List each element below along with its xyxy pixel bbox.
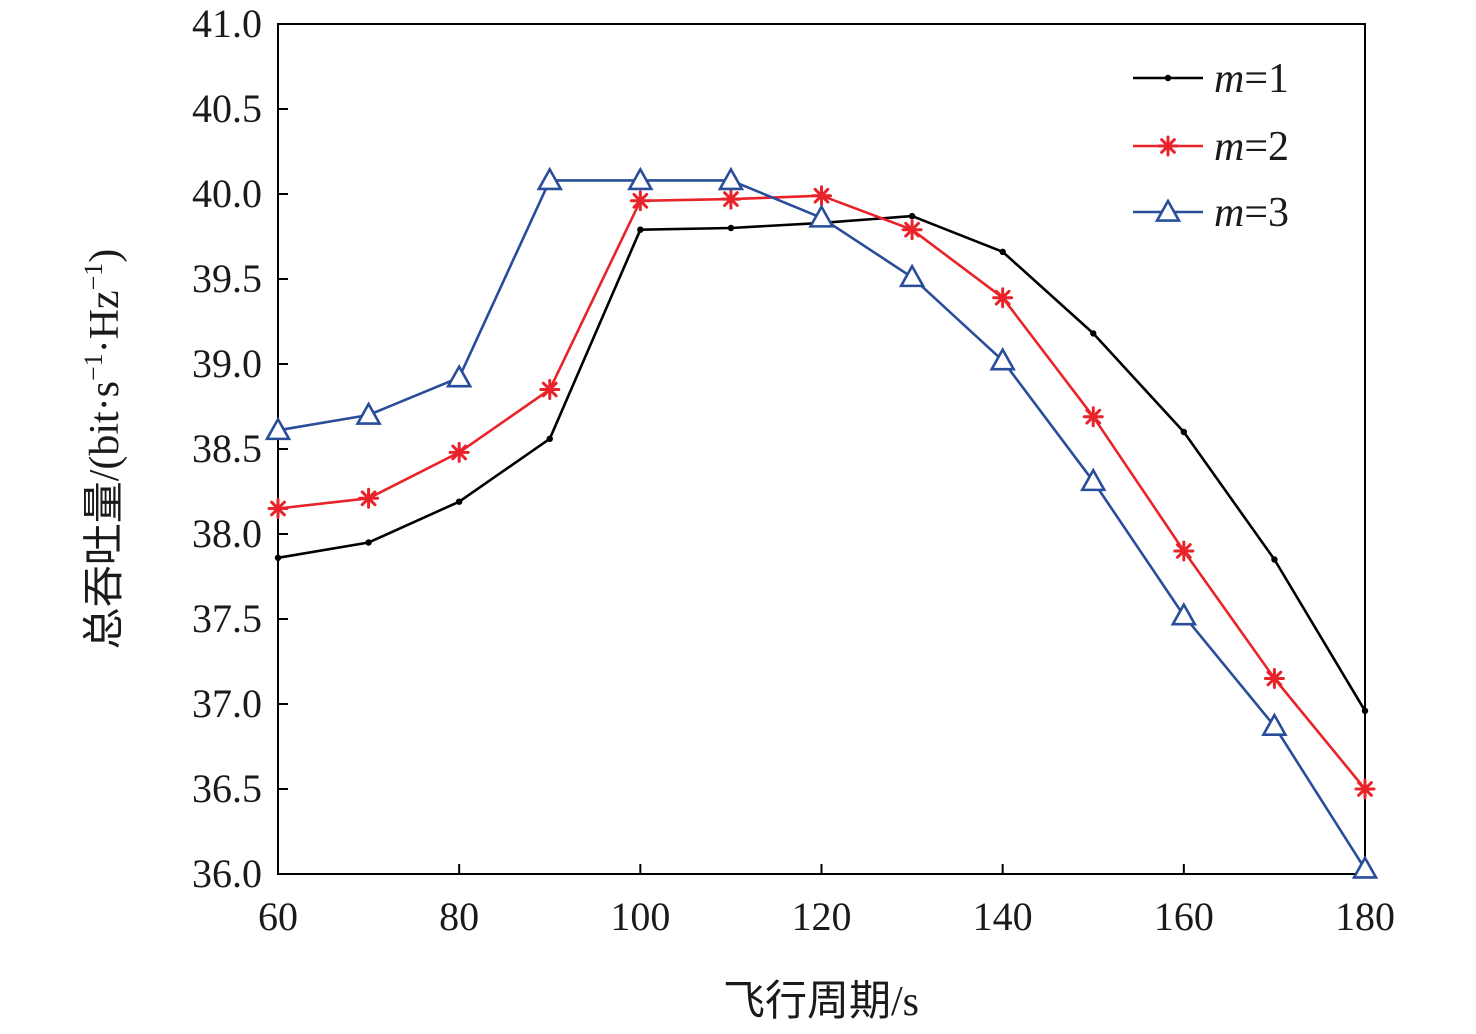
x-axis: 60 80 100 120 140 160 180 bbox=[258, 864, 1395, 939]
series-2-point bbox=[539, 379, 561, 400]
y-tick-label: 39.0 bbox=[192, 341, 262, 386]
series-3-point bbox=[1261, 712, 1288, 736]
legend-label: m=2 bbox=[1214, 124, 1289, 170]
series-3-point bbox=[1080, 467, 1107, 492]
legend-label: m=1 bbox=[1214, 56, 1289, 102]
series-1-point bbox=[274, 554, 282, 561]
series-1-point bbox=[908, 212, 916, 220]
legend-label-eq: =3 bbox=[1244, 190, 1289, 236]
y-tick-label: 38.5 bbox=[192, 426, 262, 471]
series-2-line bbox=[277, 194, 1367, 790]
series-2 bbox=[267, 185, 1376, 800]
y-tick-label: 39.5 bbox=[192, 256, 262, 301]
y-axis-title-end: ) bbox=[82, 249, 128, 263]
x-tick-label: 100 bbox=[610, 894, 670, 939]
series-2-point bbox=[358, 487, 380, 509]
series-2-point bbox=[448, 441, 470, 463]
x-tick-label: 140 bbox=[973, 894, 1033, 939]
y-tick-label: 37.0 bbox=[192, 681, 262, 726]
series-1-point bbox=[999, 248, 1006, 255]
series-3-point bbox=[808, 204, 835, 228]
legend-swatch-marker bbox=[1164, 74, 1172, 82]
series-2-point bbox=[811, 185, 832, 207]
legend-label-var: m bbox=[1214, 56, 1244, 102]
legend: m=1m=2m=3 bbox=[1133, 56, 1289, 236]
plot-area-frame bbox=[277, 23, 1366, 875]
series-layer bbox=[264, 166, 1379, 879]
series-2-point bbox=[1173, 540, 1195, 562]
y-axis-title-base: 总吞吐量/(bit·s bbox=[82, 381, 128, 649]
series-2-point bbox=[901, 219, 923, 241]
series-3-point bbox=[264, 416, 292, 441]
legend-label-eq: =2 bbox=[1244, 124, 1289, 170]
series-3-point bbox=[1170, 601, 1198, 626]
series-1-point bbox=[1180, 428, 1188, 436]
series-2-point bbox=[1263, 668, 1285, 689]
legend-entry-3: m=3 bbox=[1133, 190, 1289, 236]
series-3-line bbox=[277, 179, 1367, 870]
series-1-point bbox=[1271, 556, 1278, 563]
legend-swatch-marker bbox=[1157, 135, 1179, 157]
y-tick-label: 38.0 bbox=[192, 511, 262, 556]
legend-label-var: m bbox=[1214, 124, 1244, 170]
series-1-point bbox=[637, 226, 644, 233]
series-2-point bbox=[1354, 778, 1376, 800]
y-axis-title: 总吞吐量/(bit·s−1·Hz−1) bbox=[79, 249, 128, 650]
y-tick-label: 40.0 bbox=[192, 171, 262, 216]
y-axis-title-sup2: −1 bbox=[79, 263, 108, 291]
x-tick-label: 160 bbox=[1154, 894, 1214, 939]
series-1-point bbox=[546, 435, 553, 442]
series-1-point bbox=[455, 498, 463, 505]
series-3-point bbox=[445, 363, 473, 388]
y-tick-label: 37.5 bbox=[192, 596, 262, 641]
legend-entry-2: m=2 bbox=[1133, 124, 1289, 170]
series-1-point bbox=[1361, 707, 1369, 714]
series-3 bbox=[264, 166, 1379, 879]
series-1-point bbox=[1090, 330, 1097, 337]
series-2-point bbox=[720, 188, 742, 210]
series-3-point bbox=[989, 346, 1016, 371]
x-tick-label: 180 bbox=[1335, 894, 1395, 939]
series-3-point bbox=[355, 401, 382, 425]
series-3-point bbox=[627, 166, 654, 191]
legend-label-eq: =1 bbox=[1244, 56, 1289, 102]
legend-label-var: m bbox=[1214, 190, 1244, 236]
series-2-point bbox=[1082, 406, 1104, 428]
series-3-point bbox=[898, 263, 926, 288]
y-tick-label: 36.0 bbox=[192, 851, 262, 896]
legend-swatch-marker bbox=[1154, 198, 1182, 222]
series-2-point bbox=[992, 287, 1014, 309]
series-1-point bbox=[727, 224, 735, 232]
y-tick-label: 36.5 bbox=[192, 766, 262, 811]
legend-entry-1: m=1 bbox=[1133, 56, 1289, 102]
y-tick-label: 40.5 bbox=[192, 86, 262, 131]
y-axis: 36.0 36.5 37.0 37.5 38.0 38.5 39.0 39.5 40.0 40.5… bbox=[192, 1, 288, 896]
series-3-point bbox=[717, 166, 745, 191]
series-3-point bbox=[536, 166, 563, 191]
x-tick-label: 120 bbox=[792, 894, 852, 939]
x-tick-label: 80 bbox=[439, 894, 479, 939]
legend-label: m=3 bbox=[1214, 190, 1289, 236]
series-1-point bbox=[365, 539, 372, 546]
series-2-point bbox=[629, 190, 651, 212]
y-tick-label: 41.0 bbox=[192, 1, 262, 46]
y-axis-title-sup1: −1 bbox=[79, 353, 108, 381]
x-axis-title: 飞行周期/s bbox=[723, 979, 919, 1025]
y-axis-title-mid: ·Hz bbox=[82, 290, 128, 353]
x-tick-label: 60 bbox=[258, 894, 298, 939]
series-2-point bbox=[267, 498, 289, 519]
series-3-point bbox=[1351, 855, 1379, 879]
